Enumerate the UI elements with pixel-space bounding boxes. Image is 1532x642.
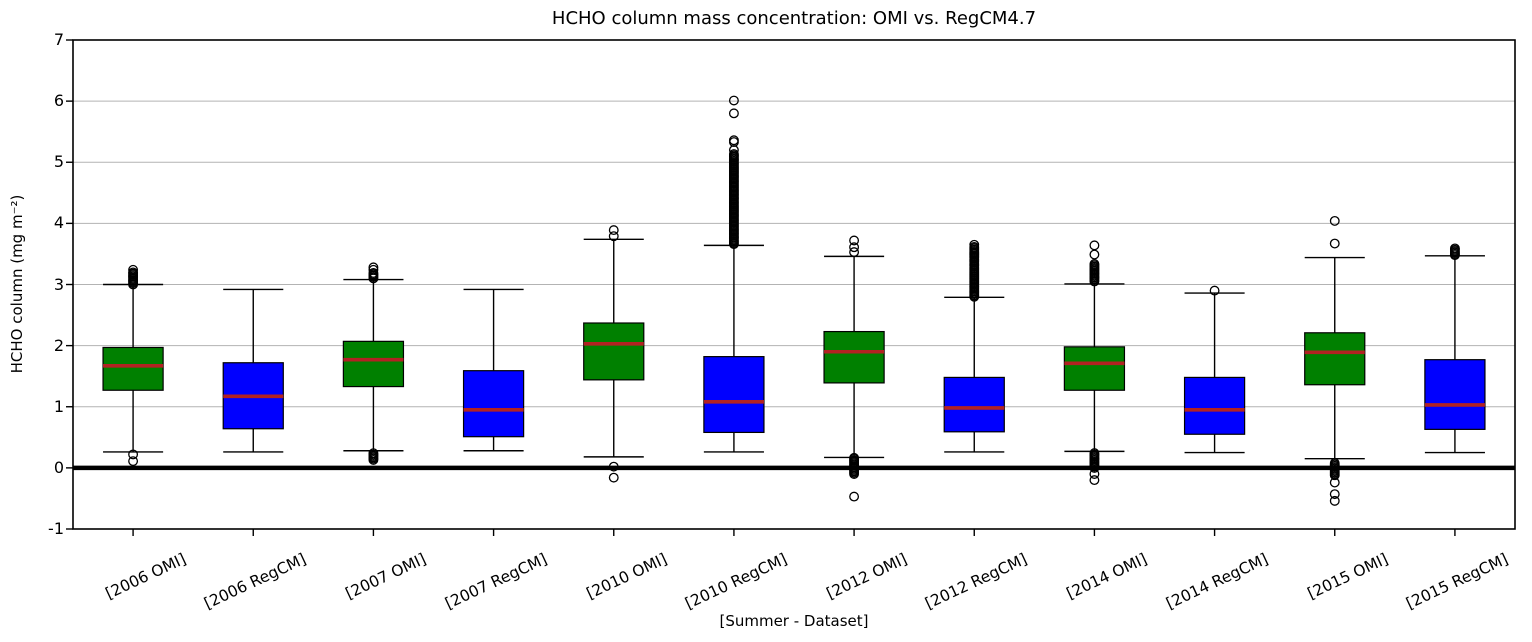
outlier-point [1089,249,1100,260]
box-2015-regcm [1424,243,1486,454]
y-tick-label-1: 1 [53,396,64,416]
iqr-box-regcm [1183,376,1246,435]
outlier-point [1089,259,1100,269]
outlier-point [728,108,739,119]
outlier-point [728,135,739,146]
chart-title: HCHO column mass concentration: OMI vs. … [551,8,1037,29]
box-2006-omi [102,264,164,467]
iqr-box-omi [823,330,885,384]
outlier-point [1329,458,1340,469]
box-2012-omi [823,235,885,502]
outlier-point [849,491,860,502]
outlier-point [128,449,139,460]
y-tick-label--1: -1 [48,519,64,538]
box-2010-omi [583,225,645,483]
iqr-box-regcm [1424,359,1486,430]
outlier-point [849,452,860,463]
outlier-point [128,267,139,278]
iqr-box-omi [583,322,645,381]
box-2006-regcm [222,288,284,453]
outlier-point [728,149,739,160]
y-tick-label-6: 6 [53,91,64,111]
outlier-point [608,225,619,236]
y-tick-label-3: 3 [53,274,64,294]
iqr-box-omi [1304,332,1366,386]
outlier-point [728,95,739,106]
outlier-point [1209,285,1220,296]
outlier-point [368,448,379,459]
y-tick-label-0: 0 [53,457,64,477]
outlier-point [1089,240,1100,251]
outlier-point [608,231,619,242]
outlier-point [1329,495,1340,506]
outlier-point [849,242,860,253]
outlier-point [969,242,980,252]
y-tick-label-5: 5 [53,152,64,172]
iqr-box-regcm [943,376,1005,433]
outlier-point [128,456,139,467]
box-2015-omi [1304,215,1366,506]
iqr-box-omi [102,346,164,391]
box-2012-regcm [943,239,1005,453]
outlier-point [849,235,860,246]
iqr-box-omi [342,340,405,388]
iqr-box-omi [1063,346,1126,391]
outlier-point [608,461,619,472]
y-tick-label-4: 4 [53,213,64,233]
x-axis-label: [Summer - Dataset] [719,612,869,630]
outlier-point [1329,215,1340,226]
y-tick-label-2: 2 [53,335,64,355]
y-tick-label-7: 7 [53,30,64,49]
box-2010-regcm [703,95,765,453]
box-2014-omi [1063,240,1126,486]
outlier-point [608,472,619,483]
outlier-point [1449,243,1460,254]
box-2007-omi [342,262,405,465]
iqr-box-regcm [462,370,525,438]
outlier-point [1089,448,1100,459]
outlier-point [1329,238,1340,249]
outlier-point [368,268,379,278]
iqr-box-regcm [703,356,765,434]
outlier-point [1329,489,1340,500]
outlier-point [1089,475,1100,486]
box-2007-regcm [462,288,525,452]
outlier-point [128,264,139,275]
box-2014-regcm [1183,285,1246,454]
outlier-point [849,247,860,258]
